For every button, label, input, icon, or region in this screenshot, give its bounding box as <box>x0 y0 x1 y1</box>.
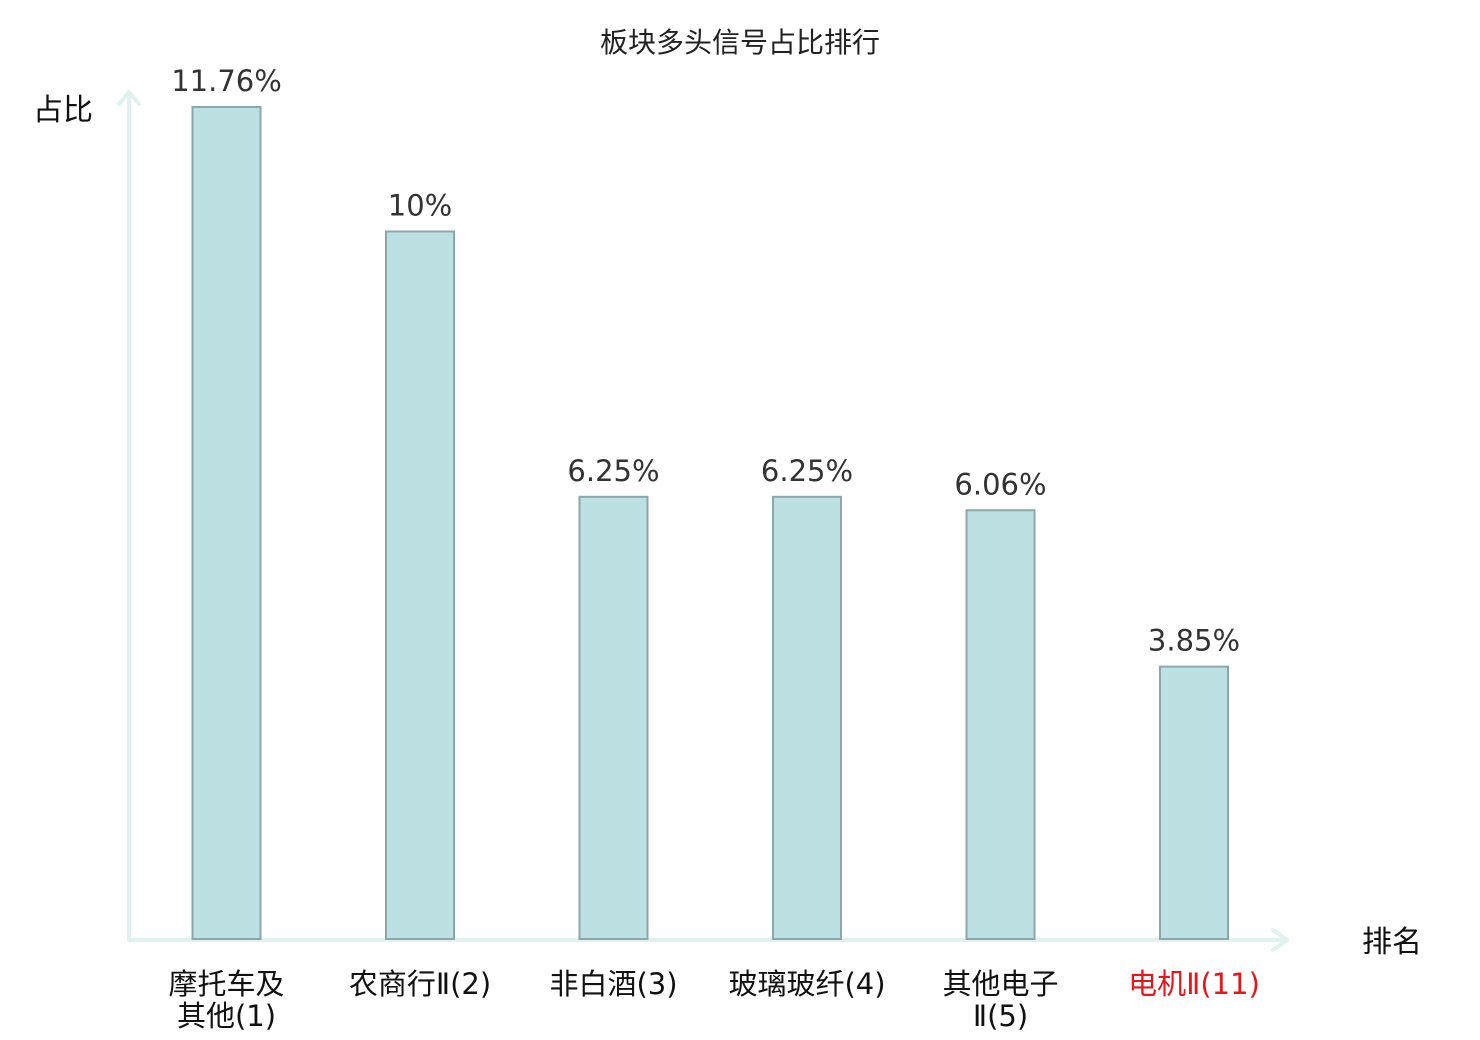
category-label-6-line-1: 电机Ⅱ(11) <box>1128 967 1260 1001</box>
category-label-1-line-1: 摩托车及 <box>168 967 284 1001</box>
bar-2 <box>385 230 455 940</box>
bars-group <box>191 105 1229 941</box>
category-label-5: 其他电子 Ⅱ(5) <box>942 967 1058 1033</box>
category-label-3-line-1: 非白酒(3) <box>549 967 677 1001</box>
chart-title: 板块多头信号占比排行 <box>600 26 880 59</box>
category-label-2-line-1: 农商行Ⅱ(2) <box>349 967 491 1001</box>
category-label-5-line-2: Ⅱ(5) <box>973 999 1028 1033</box>
category-label-2: 农商行Ⅱ(2) <box>349 967 491 1001</box>
bar-6 <box>1159 665 1229 940</box>
value-label-6: 3.85% <box>1148 624 1240 658</box>
x-axis-label: 排名 <box>1362 925 1422 960</box>
bar-4 <box>772 495 842 940</box>
value-label-5: 6.06% <box>954 467 1046 501</box>
axes <box>117 90 1289 952</box>
category-label-5-line-1: 其他电子 <box>942 967 1058 1001</box>
category-label-4: 玻璃玻纤(4) <box>728 967 885 1001</box>
category-labels-group: 摩托车及其他(1) 农商行Ⅱ(2) 非白酒(3) 玻璃玻纤(4) 其他电子 Ⅱ(5) 电机Ⅱ… <box>168 967 1259 1033</box>
bar-1 <box>191 105 262 941</box>
category-label-3: 非白酒(3) <box>549 967 677 1001</box>
y-axis-label: 占比 <box>33 93 93 128</box>
category-label-6: 电机Ⅱ(11) <box>1128 967 1260 1001</box>
category-label-4-line-1: 玻璃玻纤(4) <box>728 967 885 1001</box>
value-label-4: 6.25% <box>761 454 853 488</box>
category-label-1-line-2: 其他(1) <box>177 999 276 1033</box>
x-axis-arrow-icon <box>1271 928 1289 952</box>
value-label-1: 11.76% <box>171 64 282 98</box>
value-labels-group: 11.76% 10% 6.25% 6.25% 6.06% 3.85% <box>171 64 1240 658</box>
bar-5 <box>965 509 1036 940</box>
y-axis-arrow-icon <box>117 90 141 106</box>
bar-3 <box>578 495 649 940</box>
value-label-3: 6.25% <box>567 454 659 488</box>
value-label-2: 10% <box>388 189 452 223</box>
category-label-1: 摩托车及其他(1) <box>168 967 284 1033</box>
